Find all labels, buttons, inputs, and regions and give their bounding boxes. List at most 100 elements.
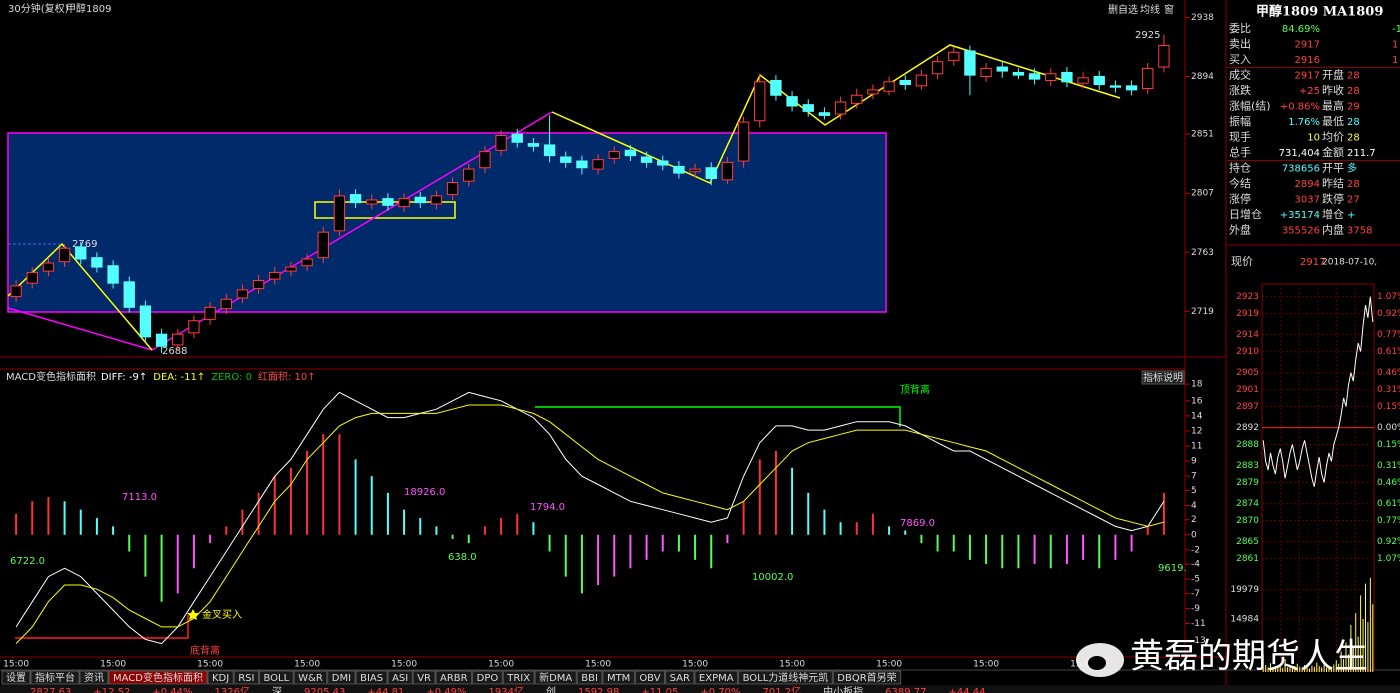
tab[interactable] [602,670,635,685]
tab[interactable] [534,670,577,685]
quote-label: 持仓 [1229,161,1251,175]
tab[interactable] [108,670,208,685]
indicator-line [15,391,1165,645]
tab-label[interactable]: 指标平台 [35,671,75,684]
tab[interactable] [502,670,535,685]
pct-label: 1.07% [1377,554,1400,564]
tab-label[interactable]: BOLL [263,673,289,684]
tab-label[interactable]: DBQR首另荣 [837,671,896,684]
tab-label[interactable]: 新DMA [539,671,572,684]
tab[interactable] [258,670,294,685]
quote-label: 卖出 [1229,37,1251,51]
tab[interactable] [738,670,833,685]
x-tick-label: 15:00 [100,660,126,670]
tab-label[interactable]: SAR [670,673,690,684]
tab-label[interactable]: VR [417,673,431,684]
tab[interactable] [472,670,503,685]
quote-label: 昨收 [1322,83,1344,97]
tab-label[interactable]: W&R [298,673,323,684]
tab-label[interactable]: 设置 [6,672,26,684]
status-item: 701.2亿 [763,685,802,693]
tab-label[interactable]: ARBR [440,673,468,684]
tab[interactable] [207,670,234,685]
tab[interactable] [832,670,902,685]
tab-label[interactable]: RSI [238,673,254,684]
tab-label[interactable]: EXPMA [699,673,734,684]
y-tick-label: 2865 [1236,537,1259,547]
tab[interactable] [30,670,80,685]
quote-label: 最高 [1322,99,1344,113]
tab-label[interactable]: BOLL力道线神元凯 [743,671,829,684]
candle-body [414,196,426,204]
tab[interactable] [293,670,328,685]
tab[interactable] [387,670,413,685]
candle-body [317,231,329,259]
candle-body [495,135,507,151]
y-tick-label: 7 [1191,472,1197,482]
candle-body [333,195,346,232]
status-item: +0.49% [426,687,466,693]
tab-label[interactable]: ASI [392,673,408,684]
area-label: 638.0 [448,552,477,563]
tab-label[interactable]: 资讯 [84,672,104,684]
tab-label[interactable]: DPO [477,673,499,684]
y-tick-label: 2870 [1236,516,1259,526]
area-label: 9619. [1158,563,1187,574]
tab[interactable] [694,670,739,685]
y-tick-label: 9 [1191,457,1197,467]
tab[interactable] [412,670,436,685]
tool[interactable]: 删自选 [1108,3,1138,16]
tab-label[interactable]: TRIX [506,673,530,684]
quote-label: 总手 [1229,145,1251,159]
pct-label: 0.00% [1377,423,1400,433]
candle-body [446,182,459,196]
y-tick-label: 18 [1191,380,1203,390]
candle-body [754,81,766,122]
candle-body [964,50,976,76]
tab-label[interactable]: BBI [581,673,598,684]
tab[interactable] [233,670,259,685]
area-label: 6722.0 [10,556,45,567]
divergence-line [15,615,189,639]
quote-value: 738656 [1282,164,1320,175]
tab[interactable] [355,670,388,685]
candle-body [624,149,637,157]
candle-body [1142,67,1154,90]
y-tick-label: 4 [1191,501,1197,511]
candle-body [349,194,362,204]
tab-label[interactable]: OBV [639,673,660,684]
quote-value: +35174 [1280,210,1320,221]
tab[interactable] [435,670,473,685]
tab-label[interactable]: KDJ [212,673,229,684]
x-tick-label: 15:00 [973,660,999,670]
indicator-line [15,404,1165,644]
quote-label: 开平 [1322,162,1344,175]
y-tick-label: 2 [1191,515,1197,525]
tab[interactable] [1,670,31,685]
quote-label: 开盘 [1322,68,1344,82]
button[interactable] [1141,370,1185,385]
candle-body [139,305,152,338]
quote-label: 今结 [1229,176,1251,190]
tool[interactable]: 均线 [1140,3,1160,16]
tab[interactable] [79,670,109,685]
tab-label[interactable]: MACD变色指标面积 [113,671,203,684]
tab[interactable] [665,670,695,685]
candle-body [786,96,798,107]
y-tick-label: 19979 [1230,585,1259,595]
tab[interactable] [634,670,666,685]
quote-value: 28 [1347,133,1360,144]
button-label[interactable]: 指标说明 [1143,371,1183,384]
candle-body [576,160,588,169]
quote-value: 3037 [1295,195,1320,206]
status-item: 中小板指 [823,685,863,693]
y-tick-label: 5 [1191,486,1197,496]
tab[interactable] [576,670,603,685]
tab[interactable] [327,670,356,685]
tool[interactable]: 窗 [1164,3,1174,16]
tab-label[interactable]: DMI [332,673,351,684]
tab-label[interactable]: MTM [607,673,630,684]
quote-value: 2917 [1295,71,1320,82]
tab-label[interactable]: BIAS [360,673,383,684]
candle-body [26,271,38,284]
